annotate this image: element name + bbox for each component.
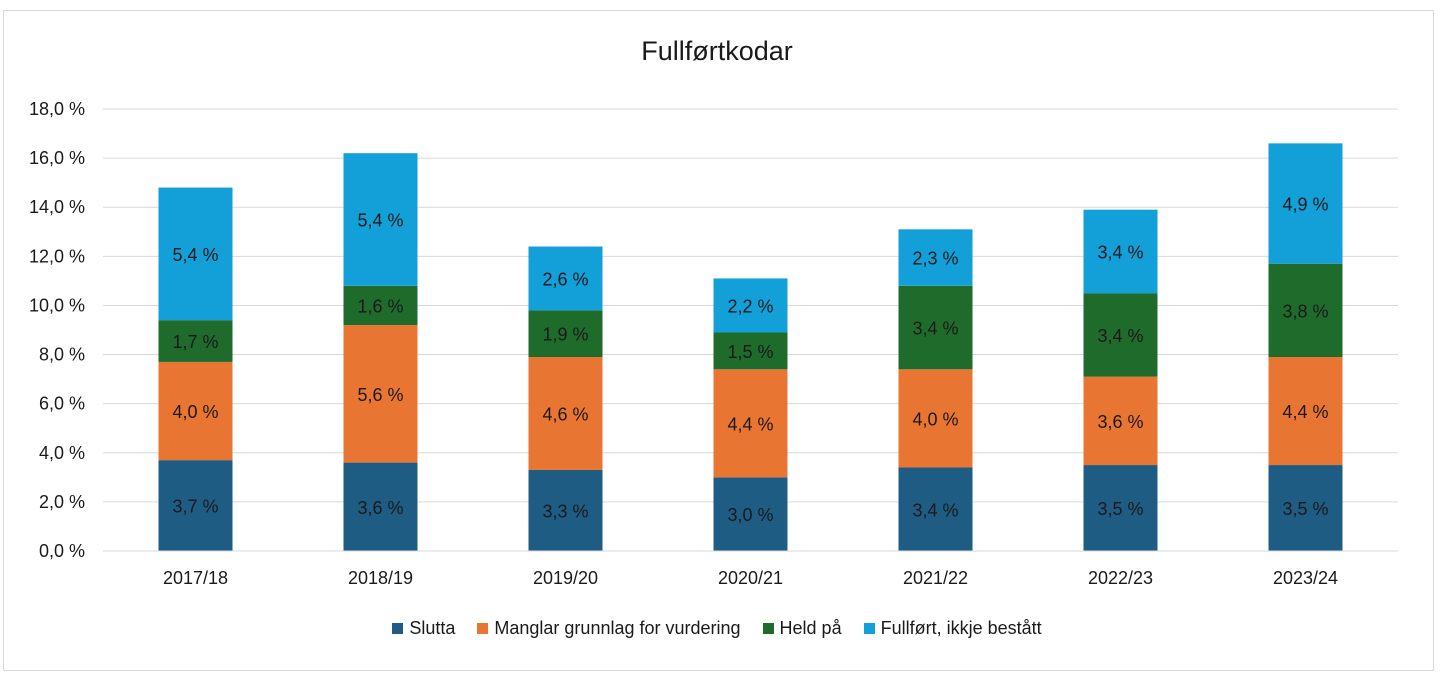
legend-item: Manglar grunnlag for vurdering: [477, 618, 741, 639]
data-label: 2,2 %: [727, 296, 773, 316]
bar-segment: [528, 357, 603, 470]
legend-item: Held på: [762, 618, 842, 639]
data-label: 3,5 %: [1097, 499, 1143, 519]
data-label: 4,0 %: [912, 409, 958, 429]
y-tick-label: 18,0 %: [29, 99, 85, 119]
data-label: 3,0 %: [727, 505, 773, 525]
legend-swatch: [762, 623, 774, 634]
bar-segment: [713, 278, 788, 333]
bar-segment: [528, 310, 603, 358]
bar-segment: [343, 285, 418, 326]
bar-segment: [158, 187, 233, 321]
data-label: 4,6 %: [542, 404, 588, 424]
y-tick-label: 14,0 %: [29, 197, 85, 217]
data-label: 2,6 %: [542, 269, 588, 289]
data-label: 3,3 %: [542, 501, 588, 521]
bar-segment: [713, 477, 788, 551]
bar-segment: [343, 462, 418, 551]
bar-segment: [898, 369, 973, 468]
data-label: 4,9 %: [1282, 195, 1328, 215]
x-tick-label: 2020/21: [718, 568, 783, 588]
legend-item: Fullført, ikkje bestått: [863, 618, 1042, 639]
data-label: 3,6 %: [1097, 412, 1143, 432]
bar-segment: [1268, 465, 1343, 551]
x-tick-label: 2018/19: [348, 568, 413, 588]
bar-segment: [1083, 209, 1158, 294]
data-label: 1,6 %: [357, 296, 403, 316]
data-label: 1,5 %: [727, 342, 773, 362]
y-tick-label: 8,0 %: [39, 345, 85, 365]
y-tick-label: 12,0 %: [29, 246, 85, 266]
x-tick-label: 2023/24: [1273, 568, 1338, 588]
legend-swatch: [863, 623, 875, 634]
y-tick-label: 0,0 %: [39, 541, 85, 561]
bar-segment: [713, 369, 788, 478]
bar-segment: [1268, 143, 1343, 264]
data-label: 3,4 %: [1097, 242, 1143, 262]
legend-label: Fullført, ikkje bestått: [880, 618, 1042, 638]
data-label: 3,4 %: [912, 319, 958, 339]
data-label: 3,5 %: [1282, 499, 1328, 519]
data-label: 3,4 %: [1097, 326, 1143, 346]
data-label: 3,7 %: [172, 497, 218, 517]
data-label: 1,9 %: [542, 325, 588, 345]
bar-segment: [528, 469, 603, 551]
legend-label: Held på: [779, 618, 842, 638]
bar-segment: [158, 361, 233, 461]
bar-segment: [898, 285, 973, 370]
data-label: 2,3 %: [912, 249, 958, 269]
bar-segment: [898, 229, 973, 286]
bar-segment: [1083, 376, 1158, 466]
x-tick-label: 2019/20: [533, 568, 598, 588]
data-label: 5,4 %: [172, 245, 218, 265]
bar-segment: [1268, 357, 1343, 466]
data-label: 5,6 %: [357, 385, 403, 405]
bar-segment: [343, 325, 418, 463]
chart-title: Fullførtkodar: [641, 36, 793, 66]
legend-label: Slutta: [409, 618, 456, 638]
bar-segment: [713, 332, 788, 370]
data-label: 5,4 %: [357, 211, 403, 231]
data-label: 1,7 %: [172, 332, 218, 352]
y-tick-label: 4,0 %: [39, 443, 85, 463]
x-tick-label: 2022/23: [1088, 568, 1153, 588]
data-label: 4,0 %: [172, 402, 218, 422]
y-tick-label: 10,0 %: [29, 295, 85, 315]
legend-item: Slutta: [392, 618, 455, 639]
data-label: 4,4 %: [727, 414, 773, 434]
bar-segment: [528, 246, 603, 311]
y-tick-label: 6,0 %: [39, 394, 85, 414]
bar-segment: [1083, 293, 1158, 377]
x-tick-label: 2021/22: [903, 568, 968, 588]
legend-label: Manglar grunnlag for vurdering: [494, 618, 741, 638]
bar-segment: [898, 467, 973, 551]
data-label: 3,4 %: [912, 500, 958, 520]
legend-swatch: [392, 623, 404, 634]
bar-segment: [1268, 263, 1343, 358]
legend-swatch: [477, 623, 489, 634]
chart-legend: Slutta Manglar grunnlag for vurdering Held…: [0, 618, 1434, 639]
y-tick-label: 16,0 %: [29, 148, 85, 168]
data-label: 3,6 %: [357, 498, 403, 518]
bar-segment: [158, 460, 233, 551]
data-label: 3,8 %: [1282, 301, 1328, 321]
y-tick-label: 2,0 %: [39, 492, 85, 512]
data-label: 4,4 %: [1282, 402, 1328, 422]
bar-segment: [1083, 465, 1158, 551]
bar-segment: [343, 153, 418, 286]
bar-segment: [158, 320, 233, 362]
x-tick-label: 2017/18: [163, 568, 228, 588]
